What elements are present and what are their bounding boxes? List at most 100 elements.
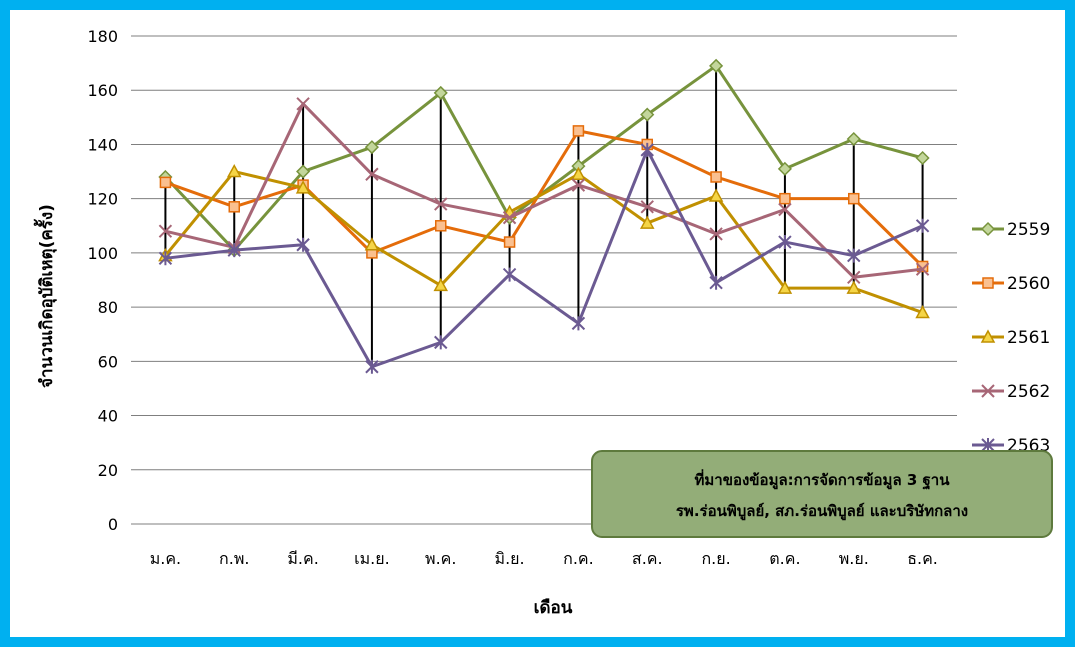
data-point: [227, 243, 241, 258]
legend-label: 2559: [1007, 220, 1050, 240]
y-tick-label: 40: [98, 407, 118, 426]
x-tick-label: ก.ค.: [563, 549, 594, 568]
series-2559: [158, 58, 930, 258]
data-point: [779, 192, 791, 205]
legend-entry-2560: 2560: [972, 274, 1050, 294]
data-point: [640, 200, 654, 214]
data-point: [571, 316, 586, 331]
data-point: [571, 166, 586, 181]
data-point: [709, 227, 723, 241]
data-point: [778, 202, 792, 217]
data-point: [365, 359, 379, 374]
data-point: [502, 210, 517, 225]
data-point: [158, 224, 173, 238]
data-point: [502, 267, 517, 282]
x-tick-label: มี.ค.: [287, 549, 318, 568]
data-point: [364, 140, 379, 155]
legend-marker: [980, 221, 996, 237]
data-point: [296, 97, 310, 111]
y-tick-labels: 0 20 40 60 80 100 120 140 160 180: [87, 27, 118, 534]
y-tick-label: 20: [98, 461, 118, 480]
y-tick-label: 180: [87, 27, 118, 46]
data-point: [364, 237, 380, 251]
series-line: [164, 129, 924, 268]
data-point: [640, 142, 654, 157]
data-point: [848, 192, 860, 205]
data-point: [503, 236, 516, 248]
data-point: [158, 251, 173, 266]
series-line: [164, 170, 924, 314]
data-point: [915, 218, 930, 233]
legend-marker: [981, 384, 995, 398]
data-point: [915, 150, 930, 166]
data-point: [572, 125, 585, 137]
data-point: [296, 164, 311, 179]
data-point: [915, 262, 930, 276]
series-2563: [158, 142, 930, 374]
data-point: [777, 161, 792, 176]
series-2562: [158, 97, 930, 284]
x-tick-label: ธ.ค.: [907, 549, 938, 568]
legend-marker: [982, 277, 994, 289]
x-tick-label: มิ.ย.: [495, 549, 525, 568]
y-tick-label: 120: [87, 190, 118, 209]
legend-entry-2562: 2562: [972, 382, 1050, 402]
data-point: [571, 178, 586, 192]
x-tick-label: ก.พ.: [219, 549, 249, 568]
data-source-note: ที่มาของข้อมูล:การจัดการข้อมูล 3 ฐาน รพ.…: [591, 450, 1053, 538]
data-point: [916, 260, 929, 273]
x-tick-label: ต.ค.: [769, 549, 800, 568]
chart-frame: 0 20 40 60 80 100 120 140 160 180 ม.ค. ก.พ. มี.ค. เม…: [10, 10, 1065, 637]
data-point: [846, 131, 861, 147]
series-line: [164, 64, 923, 252]
y-tick-label: 140: [87, 135, 118, 154]
line-chart: 0 20 40 60 80 100 120 140 160 180 ม.ค. ก.พ. มี.ค. เม…: [33, 27, 1053, 618]
y-tick-label: 160: [87, 81, 118, 100]
series-line: [165, 148, 924, 369]
x-tick-label: เม.ย.: [354, 549, 390, 568]
data-point: [295, 180, 311, 194]
data-point: [433, 277, 449, 292]
legend-entry-2561: 2561: [972, 328, 1050, 348]
data-point: [435, 220, 447, 232]
data-point: [228, 201, 240, 213]
y-tick-label: 60: [98, 352, 118, 371]
data-point: [226, 163, 242, 178]
data-point: [434, 335, 448, 350]
note-line-1: ที่มาของข้อมูล:การจัดการข้อมูล 3 ฐาน: [695, 469, 951, 490]
legend-label: 2561: [1007, 328, 1050, 348]
series-line: [165, 102, 923, 279]
y-tick-label: 0: [108, 515, 118, 534]
x-tick-labels: ม.ค. ก.พ. มี.ค. เม.ย. พ.ค. มิ.ย. ก.ค. ส.ค. ก.ย. ต…: [150, 549, 938, 568]
y-axis-title: จำนวนเกิดอุบัติเหตุ(ครั้ง): [33, 204, 57, 388]
legend-label: 2562: [1007, 382, 1050, 402]
series-group: [158, 58, 930, 374]
gridlines: [131, 35, 957, 525]
legend-marker: [981, 438, 995, 452]
data-point: [777, 280, 793, 294]
x-tick-label: ส.ค.: [632, 549, 663, 568]
x-tick-label: พ.ค.: [425, 549, 456, 568]
data-point: [434, 197, 448, 211]
x-tick-label: ม.ค.: [150, 549, 181, 568]
x-tick-label: พ.ย.: [839, 549, 869, 568]
data-point: [847, 270, 861, 284]
note-box: [591, 450, 1053, 538]
data-point: [159, 176, 172, 189]
high-low-lines: [164, 65, 924, 367]
data-point: [639, 215, 655, 229]
data-point: [708, 188, 724, 202]
legend-label: 2560: [1007, 274, 1050, 294]
y-tick-label: 80: [98, 298, 118, 317]
data-point: [846, 280, 862, 294]
note-line-2: รพ.ร่อนพิบูลย์, สภ.ร่อนพิบูลย์ และบริษัท…: [676, 502, 968, 521]
data-point: [433, 85, 448, 100]
data-point: [915, 304, 930, 319]
y-tick-label: 100: [87, 244, 118, 263]
data-point: [847, 248, 861, 263]
data-point: [296, 237, 310, 252]
data-point: [710, 171, 722, 183]
series-2560: [159, 125, 929, 273]
x-tick-label: ก.ย.: [701, 549, 730, 568]
